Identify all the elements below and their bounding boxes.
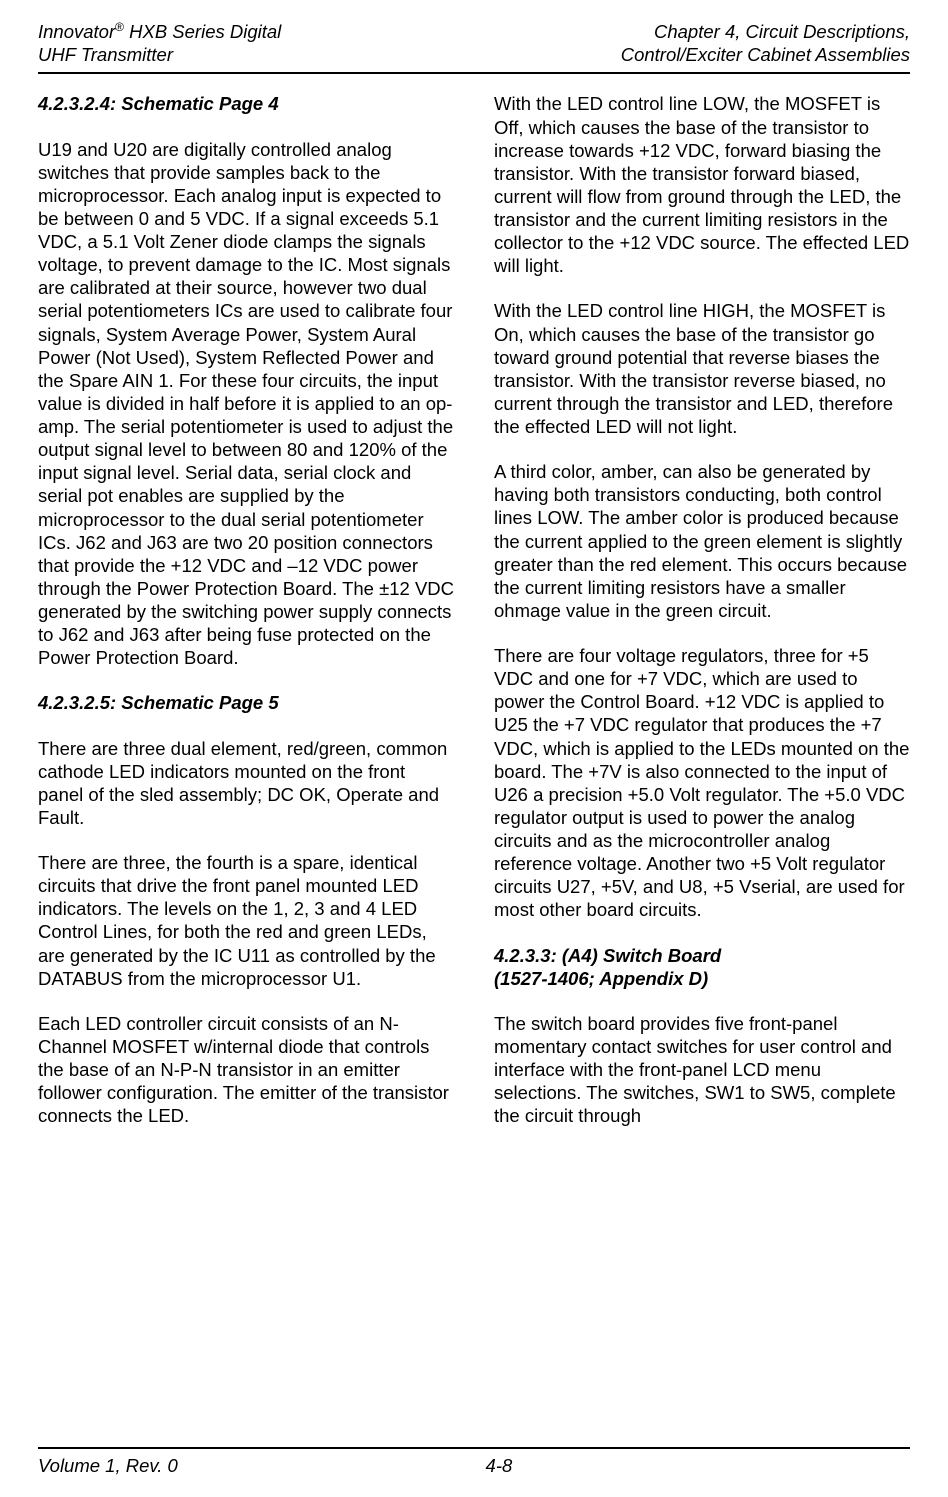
body-paragraph: There are three dual element, red/green,… — [38, 737, 454, 830]
registered-icon: ® — [115, 20, 124, 34]
header-right-line2: Control/Exciter Cabinet Assemblies — [621, 44, 910, 65]
body-paragraph: The switch board provides five front-pan… — [494, 1012, 910, 1128]
page: Innovator® HXB Series Digital UHF Transm… — [0, 0, 948, 1497]
body-paragraph: U19 and U20 are digitally controlled ana… — [38, 138, 454, 670]
section-heading-4-2-3-2-4: 4.2.3.2.4: Schematic Page 4 — [38, 92, 454, 115]
body-paragraph: A third color, amber, can also be genera… — [494, 460, 910, 622]
body-paragraph: With the LED control line HIGH, the MOSF… — [494, 299, 910, 438]
section-heading-line1: 4.2.3.3: (A4) Switch Board — [494, 945, 721, 966]
body-columns: 4.2.3.2.4: Schematic Page 4 U19 and U20 … — [38, 92, 910, 1149]
section-heading-4-2-3-2-5: 4.2.3.2.5: Schematic Page 5 — [38, 691, 454, 714]
section-heading-line2: (1527-1406; Appendix D) — [494, 968, 708, 989]
body-paragraph: There are three, the fourth is a spare, … — [38, 851, 454, 990]
header-left-line1b: HXB Series Digital — [124, 21, 281, 42]
header-left-line1a: Innovator — [38, 21, 115, 42]
header-right-line1: Chapter 4, Circuit Descriptions, — [654, 21, 910, 42]
body-paragraph: There are four voltage regulators, three… — [494, 644, 910, 922]
header-right: Chapter 4, Circuit Descriptions, Control… — [621, 20, 910, 66]
section-heading-4-2-3-3: 4.2.3.3: (A4) Switch Board (1527-1406; A… — [494, 944, 910, 990]
body-paragraph: With the LED control line LOW, the MOSFE… — [494, 92, 910, 277]
body-paragraph: Each LED controller circuit consists of … — [38, 1012, 454, 1128]
page-footer: Volume 1, Rev. 0 4-8 — [38, 1447, 910, 1477]
header-left: Innovator® HXB Series Digital UHF Transm… — [38, 20, 281, 66]
footer-page-number: 4-8 — [88, 1455, 910, 1477]
page-header: Innovator® HXB Series Digital UHF Transm… — [38, 20, 910, 74]
header-left-line2: UHF Transmitter — [38, 44, 173, 65]
